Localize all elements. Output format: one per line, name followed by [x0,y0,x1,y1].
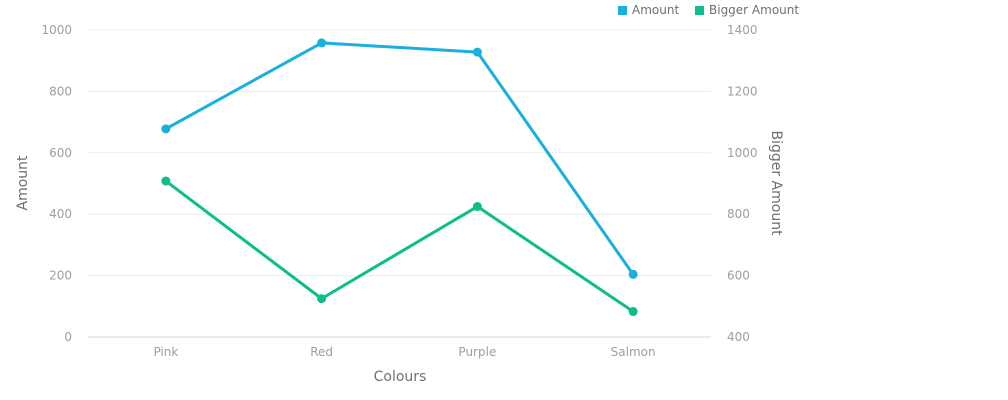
legend-swatch-bigger-amount [695,6,704,15]
gridlines [88,29,711,277]
x-tick-label: Purple [458,345,496,359]
legend-item-bigger-amount[interactable]: Bigger Amount [695,3,799,17]
series-line-bigger-amount [164,179,635,314]
legend-swatch-amount [618,6,627,15]
series-line-amount [164,41,635,276]
data-point-bigger-amount[interactable] [317,294,327,304]
y-tick-label: 600 [49,146,72,160]
series-amount [161,38,638,279]
legend-label-bigger-amount: Bigger Amount [709,3,799,17]
y-tick-label: 1000 [41,23,72,37]
legend-label-amount: Amount [632,3,679,17]
series-bigger-amount [161,176,638,317]
y-tick-label: 400 [49,207,72,221]
data-point-bigger-amount[interactable] [472,202,482,212]
y-tick-label: 800 [49,84,72,98]
y2-axis-title: Bigger Amount [768,130,784,236]
x-axis-title: Colours [374,369,427,385]
data-point-bigger-amount[interactable] [628,307,638,317]
y2-tick-label: 1000 [727,146,758,160]
data-point-amount[interactable] [161,124,171,134]
y2-tick-label: 1200 [727,84,758,98]
y-tick-label: 200 [49,269,72,283]
y2-tick-label: 800 [727,207,750,221]
y2-tick-label: 600 [727,269,750,283]
data-point-bigger-amount[interactable] [161,176,171,186]
data-point-amount[interactable] [317,38,327,48]
x-tick-label: Pink [153,345,178,359]
x-tick-label: Salmon [611,345,656,359]
series-layer [161,38,638,317]
data-point-amount[interactable] [628,269,638,279]
legend: Amount Bigger Amount [618,3,799,17]
y-axis-title: Amount [15,155,31,211]
legend-item-amount[interactable]: Amount [618,3,679,17]
x-axis-ticks: Pink Red Purple Salmon [153,345,655,359]
y2-tick-label: 1400 [727,23,758,37]
y-tick-label: 0 [64,330,72,344]
y-axis-right-ticks: 400 600 800 1000 1200 1400 [727,23,758,344]
x-tick-label: Red [310,345,333,359]
data-point-amount[interactable] [472,47,482,57]
y2-tick-label: 400 [727,330,750,344]
y-axis-left-ticks: 0 200 400 600 800 1000 [41,23,72,344]
